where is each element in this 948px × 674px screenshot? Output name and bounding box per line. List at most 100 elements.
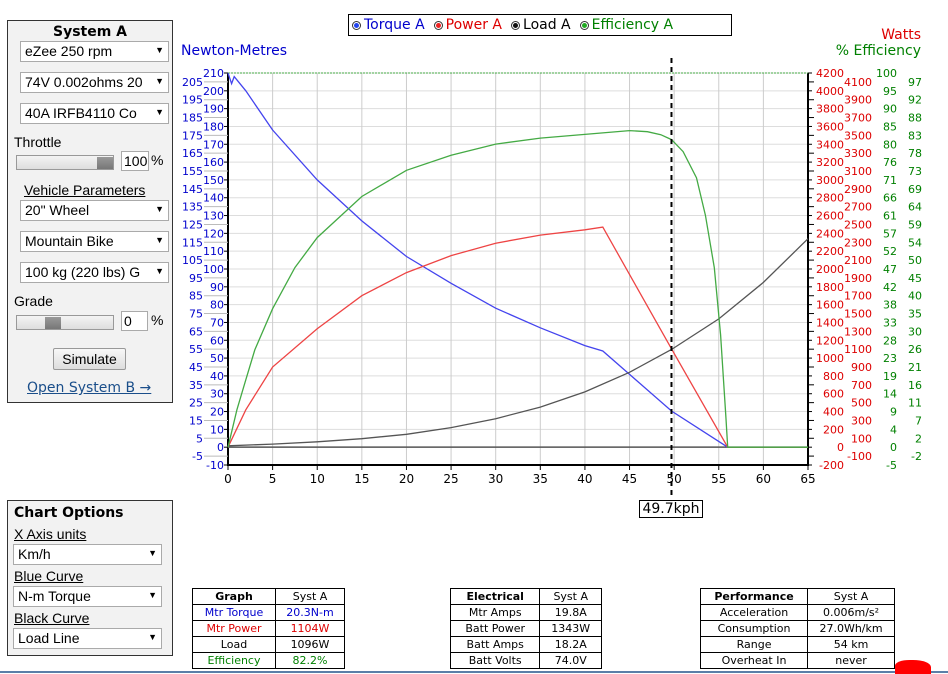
open-system-b-link[interactable]: Open System B →: [27, 380, 152, 396]
x-axis-units-select[interactable]: Km/h ▼: [13, 544, 162, 565]
radio-icon[interactable]: [511, 20, 521, 30]
simulate-button[interactable]: Simulate: [53, 348, 126, 370]
efficiency-tick-label: 100: [876, 67, 897, 80]
table-row: Batt Amps 18.2A: [449, 636, 602, 653]
rider-weight-select[interactable]: 100 kg (220 lbs) G ▼: [20, 262, 169, 283]
left-y-tick-label: 5: [196, 432, 203, 445]
controller-select[interactable]: 40A IRFB4110 Co ▼: [20, 103, 169, 124]
chevron-down-icon: ▼: [153, 76, 164, 86]
blue-curve-select[interactable]: N-m Torque ▼: [13, 586, 162, 607]
left-axis-title: Newton-Metres: [181, 43, 288, 59]
left-y-tick-label: 145: [182, 183, 203, 196]
vehicle-parameters-link[interactable]: Vehicle Parameters: [24, 182, 146, 198]
x-tick-label: 0: [224, 472, 232, 486]
table-header: Syst A: [275, 588, 345, 605]
table-cell-value: 82.2%: [275, 652, 345, 669]
efficiency-tick-label: 57: [883, 227, 897, 240]
watts-tick-label: 2400: [816, 227, 844, 240]
chevron-down-icon: ▼: [153, 235, 164, 245]
series-load-a: [227, 238, 809, 447]
watts-tick-label: 800: [823, 370, 844, 383]
efficiency-tick-label: 30: [908, 325, 922, 338]
graph-table: Graph Syst A Mtr Torque 20.3N-m Mtr Power 110…: [192, 588, 345, 669]
grade-slider[interactable]: [16, 315, 114, 330]
left-y-tick-label: 55: [189, 343, 203, 356]
motor-select[interactable]: eZee 250 rpm ▼: [20, 41, 169, 62]
chevron-down-icon: ▼: [153, 204, 164, 214]
left-y-tick-label: 80: [210, 299, 224, 312]
table-header: Syst A: [807, 588, 895, 605]
wheel-select[interactable]: 20" Wheel ▼: [20, 200, 169, 221]
legend-torque[interactable]: Torque A: [352, 17, 425, 33]
legend-label: Load A: [523, 17, 571, 33]
legend-load[interactable]: Load A: [511, 17, 571, 33]
bike-select[interactable]: Mountain Bike ▼: [20, 231, 169, 252]
table-cell-value: 74.0V: [539, 652, 602, 669]
left-y-tick-label: 210: [203, 67, 224, 80]
x-tick-label: 40: [577, 472, 592, 486]
left-y-tick-label: 70: [210, 316, 224, 329]
table-cell-label: Range: [699, 636, 809, 653]
battery-select[interactable]: 74V 0.002ohms 20 ▼: [20, 72, 169, 93]
table-row: Overheat In never: [699, 652, 895, 669]
left-y-tick-label: 200: [203, 85, 224, 98]
legend-power[interactable]: Power A: [433, 17, 502, 33]
black-curve-select[interactable]: Load Line ▼: [13, 628, 162, 649]
divider: [0, 671, 948, 673]
table-header: Electrical: [449, 588, 541, 605]
table-row: Batt Volts 74.0V: [449, 652, 602, 669]
table-row: Consumption 27.0Wh/km: [699, 620, 895, 637]
radio-icon[interactable]: [352, 20, 361, 30]
left-y-tick-label: 75: [189, 308, 203, 321]
grade-input[interactable]: 0: [121, 311, 148, 331]
table-row: Mtr Amps 19.8A: [449, 604, 602, 621]
watts-tick-label: 1900: [844, 272, 872, 285]
x-tick-label: 50: [667, 472, 682, 486]
efficiency-tick-label: 66: [883, 192, 897, 205]
efficiency-tick-label: 64: [908, 201, 922, 214]
table-cell-value: 54 km: [807, 636, 895, 653]
left-y-tick-label: 45: [189, 361, 203, 374]
watts-tick-label: 1700: [844, 290, 872, 303]
grade-slider-thumb[interactable]: [45, 317, 61, 329]
efficiency-tick-label: 78: [908, 147, 922, 160]
left-y-tick-label: 115: [182, 236, 203, 249]
table-row: Load 1096W: [192, 636, 345, 653]
efficiency-tick-label: 47: [883, 263, 897, 276]
x-tick-label: 55: [711, 472, 726, 486]
watts-tick-label: 3200: [816, 156, 844, 169]
table-cell-label: Efficiency: [192, 652, 276, 669]
watts-tick-label: 1400: [816, 316, 844, 329]
efficiency-tick-label: 71: [883, 174, 897, 187]
watts-tick-label: 0: [837, 441, 844, 454]
table-row: Mtr Power 1104W: [192, 620, 345, 637]
watts-tick-label: -200: [819, 459, 844, 472]
legend-efficiency[interactable]: Efficiency A: [579, 17, 673, 33]
table-cell-value: 1343W: [539, 620, 602, 637]
table-header: Graph: [192, 588, 276, 605]
efficiency-tick-label: 40: [908, 290, 922, 303]
radio-icon[interactable]: [579, 20, 589, 30]
table-cell-value: 0.006m/s²: [807, 604, 895, 621]
watts-tick-label: 2500: [844, 218, 872, 231]
radio-icon[interactable]: [433, 20, 443, 30]
efficiency-tick-label: 95: [883, 85, 897, 98]
watts-tick-label: 500: [851, 397, 872, 410]
throttle-slider-thumb[interactable]: [97, 157, 113, 169]
throttle-input[interactable]: 100: [121, 151, 149, 171]
controller-value: 40A IRFB4110 Co: [25, 105, 137, 121]
efficiency-tick-label: -5: [886, 459, 897, 472]
efficiency-tick-label: 33: [883, 316, 897, 329]
throttle-slider[interactable]: [16, 155, 114, 170]
left-y-tick-label: 110: [203, 245, 224, 258]
x-tick-label: 35: [533, 472, 548, 486]
efficiency-tick-label: 23: [883, 352, 897, 365]
efficiency-tick-label: 19: [883, 370, 897, 383]
x-tick-label: 15: [354, 472, 369, 486]
chart-legend: Torque A Power A Load A Efficiency A: [348, 14, 732, 36]
series-power-a: [227, 226, 808, 448]
watts-tick-label: 3700: [844, 112, 872, 125]
x-tick-label: 30: [488, 472, 503, 486]
efficiency-tick-label: 35: [908, 308, 922, 321]
